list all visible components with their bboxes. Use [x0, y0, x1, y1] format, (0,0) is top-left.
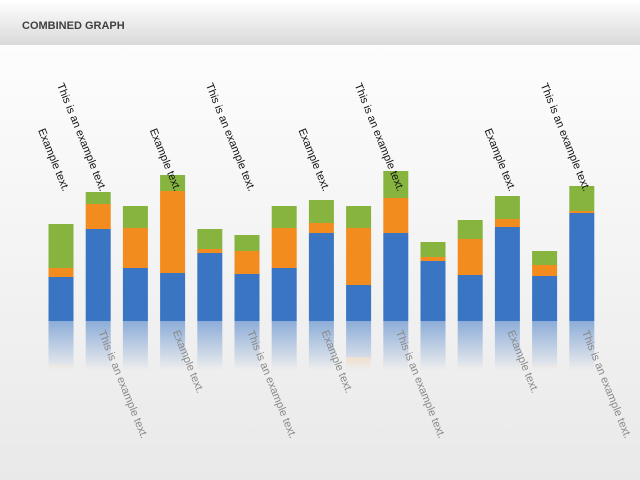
- bar-reflection: [494, 423, 520, 446]
- bar-reflection: [197, 393, 223, 413]
- bar-segment: [234, 251, 260, 274]
- bar-reflection: [197, 389, 223, 393]
- bar-segment: [308, 223, 334, 233]
- bar-segment: [160, 191, 186, 273]
- bar-segment: [532, 276, 558, 321]
- bar-segment: [494, 219, 520, 227]
- bar-reflection: [160, 321, 186, 369]
- bar-reflection: [122, 414, 148, 436]
- bar-segment: [85, 192, 111, 204]
- bar-segment: [122, 206, 148, 228]
- bar-segment: [532, 251, 558, 265]
- bar-segment: [308, 233, 334, 321]
- bar-segment: [308, 200, 334, 223]
- bar-reflection: [234, 391, 260, 407]
- bar-segment: [346, 206, 372, 228]
- bar-segment: [197, 253, 223, 321]
- bar-segment: [48, 268, 74, 277]
- bar-reflection: [457, 403, 483, 422]
- bar-reflection: [234, 368, 260, 391]
- bar-reflection: [383, 409, 409, 444]
- bar-segment: [271, 228, 297, 268]
- reflection: [48, 321, 595, 471]
- bar-segment: [457, 239, 483, 275]
- bar-reflection: [569, 321, 595, 429]
- bar-segment: [122, 228, 148, 268]
- bar-segment: [346, 228, 372, 285]
- bar-reflection: [569, 429, 595, 431]
- bar-segment: [494, 196, 520, 219]
- bar-segment: [457, 275, 483, 321]
- bar-reflection: [494, 321, 520, 415]
- bar-reflection: [569, 431, 595, 456]
- bar-segment: [234, 235, 260, 251]
- bar-reflection: [85, 321, 111, 413]
- header: [0, 0, 640, 45]
- bar-reflection: [383, 444, 409, 471]
- bar-segment: [569, 213, 595, 321]
- bar-reflection: [160, 451, 186, 467]
- bar-segment: [569, 186, 595, 211]
- bar-reflection: [420, 321, 446, 381]
- bar-segment: [122, 268, 148, 321]
- bar-reflection: [383, 321, 409, 409]
- bar-segment: [457, 220, 483, 239]
- bar-segment: [346, 285, 372, 321]
- bar-reflection: [346, 357, 372, 414]
- bar-segment: [160, 175, 186, 191]
- bar-segment: [271, 206, 297, 228]
- bar-reflection: [122, 374, 148, 414]
- bar-segment: [197, 229, 223, 249]
- bar-reflection: [271, 374, 297, 414]
- bar-reflection: [420, 385, 446, 400]
- bar-reflection: [308, 321, 334, 409]
- bars: [48, 171, 595, 321]
- bar-segment: [383, 233, 409, 321]
- bar-segment: [48, 277, 74, 321]
- bar-reflection: [532, 377, 558, 391]
- bar-segment: [160, 273, 186, 321]
- bar-reflection: [308, 409, 334, 419]
- bar-segment: [383, 171, 409, 198]
- bar-reflection: [122, 321, 148, 374]
- bar-segment: [85, 229, 111, 321]
- bar-reflection: [160, 369, 186, 451]
- bar-segment: [48, 224, 74, 268]
- bar-reflection: [308, 419, 334, 442]
- bar-reflection: [457, 321, 483, 367]
- bar-segment: [494, 227, 520, 321]
- bar-segment: [532, 265, 558, 276]
- bar-segment: [420, 261, 446, 321]
- bar-reflection: [494, 415, 520, 423]
- bar-segment: [420, 242, 446, 257]
- bar-reflection: [234, 321, 260, 368]
- bar-segment: [234, 274, 260, 321]
- chart-title: COMBINED GRAPH: [22, 20, 125, 32]
- bar-reflection: [271, 414, 297, 436]
- bar-reflection: [346, 321, 372, 357]
- bar-reflection: [197, 321, 223, 389]
- bar-reflection: [532, 321, 558, 366]
- bar-reflection: [457, 367, 483, 403]
- bar-reflection: [48, 365, 74, 374]
- bar-reflection: [85, 438, 111, 450]
- bar-reflection: [48, 321, 74, 365]
- bar-reflection: [85, 413, 111, 438]
- bar-segment: [197, 249, 223, 253]
- bar-reflection: [48, 374, 74, 418]
- bar-segment: [85, 204, 111, 229]
- bar-segment: [420, 257, 446, 261]
- bar-segment: [271, 268, 297, 321]
- bar-segment: [383, 198, 409, 233]
- bar-segment: [569, 211, 595, 213]
- bar-reflection: [420, 381, 446, 385]
- bar-reflection: [532, 366, 558, 377]
- bar-reflection: [346, 414, 372, 436]
- bar-reflection: [271, 321, 297, 374]
